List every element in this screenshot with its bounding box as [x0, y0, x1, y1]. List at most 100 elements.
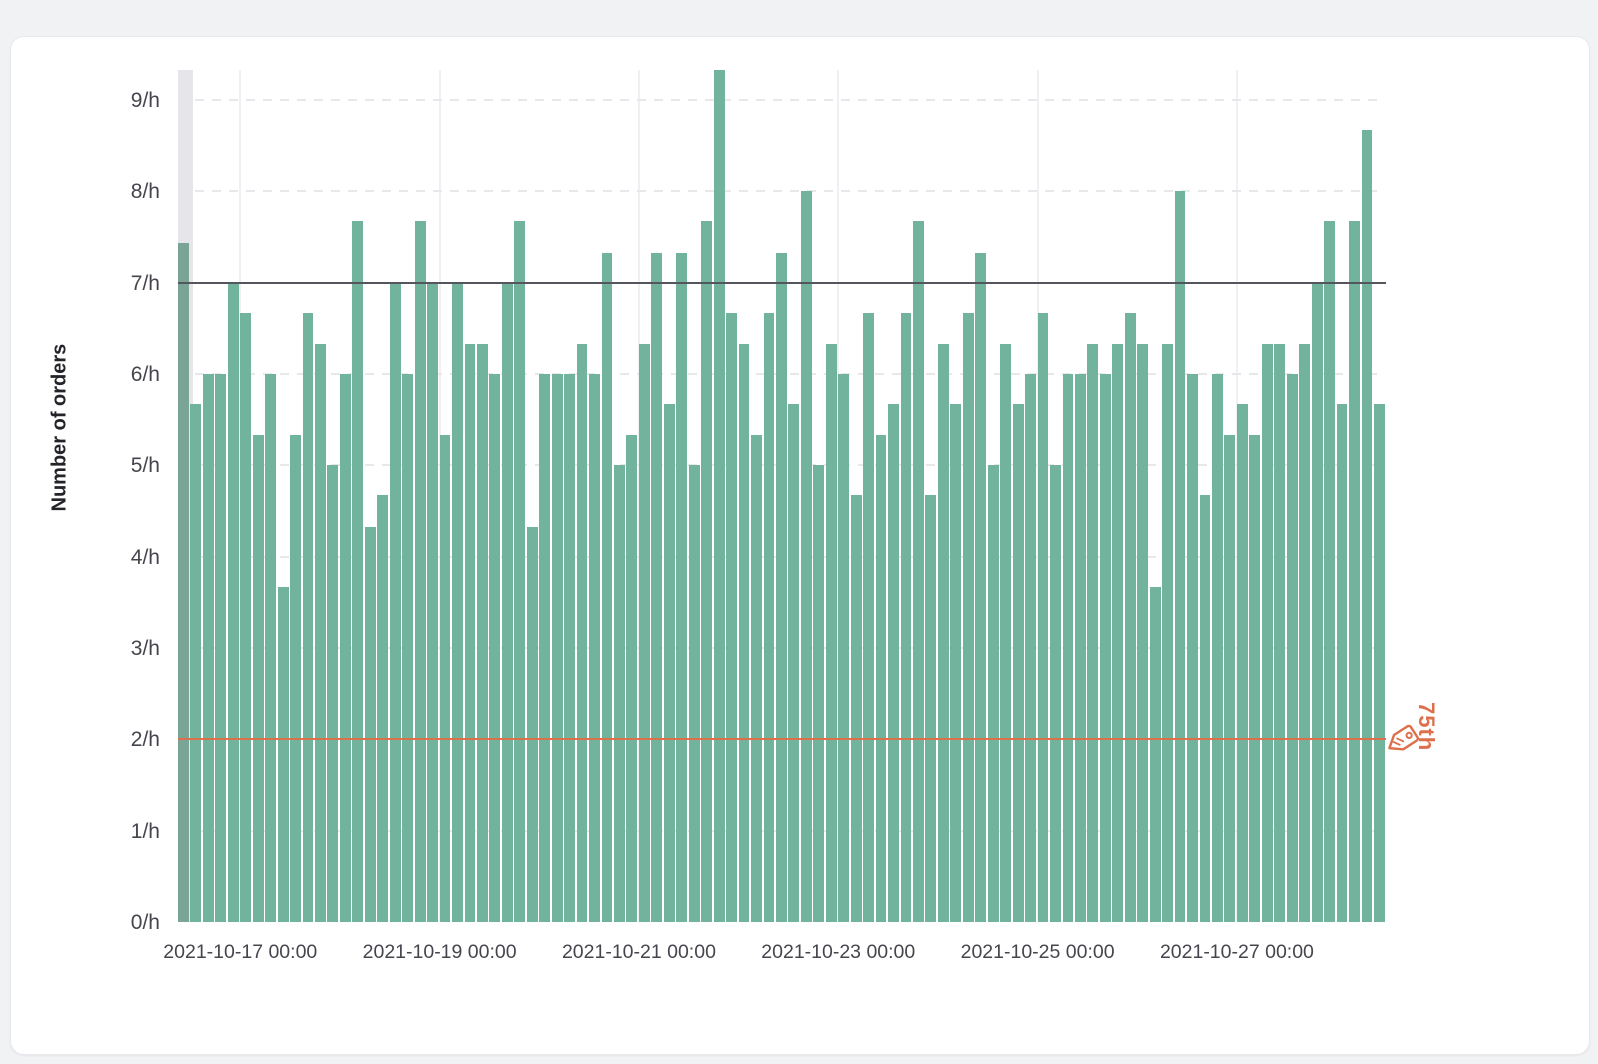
bar[interactable] [1000, 343, 1012, 922]
bar[interactable] [1336, 404, 1348, 922]
bar[interactable] [688, 465, 700, 922]
bar[interactable] [962, 312, 974, 922]
bar[interactable] [1050, 465, 1061, 922]
bar[interactable] [975, 252, 987, 922]
bar[interactable] [800, 191, 812, 922]
bar[interactable] [1249, 435, 1261, 922]
bar[interactable] [850, 495, 862, 922]
bar[interactable] [1087, 343, 1099, 922]
bar[interactable] [913, 221, 924, 922]
bar[interactable] [327, 465, 339, 922]
bar[interactable] [738, 343, 750, 922]
bar[interactable] [925, 495, 937, 922]
bar[interactable] [190, 404, 202, 922]
bar[interactable] [452, 282, 463, 922]
bar[interactable] [1311, 282, 1323, 922]
bar[interactable] [252, 435, 264, 922]
bar[interactable] [1137, 343, 1149, 922]
bar[interactable] [663, 404, 675, 922]
bar[interactable] [863, 312, 875, 922]
bar[interactable] [339, 374, 351, 922]
bar[interactable] [1373, 404, 1385, 922]
bar[interactable] [1012, 404, 1024, 922]
bar[interactable] [402, 374, 414, 922]
bar[interactable] [1236, 404, 1248, 922]
bar[interactable] [1361, 130, 1373, 922]
percentile-line [178, 738, 1387, 741]
bar[interactable] [1099, 374, 1111, 922]
bar[interactable] [464, 343, 476, 922]
bar[interactable] [838, 374, 850, 922]
bar[interactable] [389, 282, 401, 922]
bar[interactable] [1324, 221, 1335, 922]
bar[interactable] [277, 586, 289, 922]
bar[interactable] [489, 374, 501, 922]
bar-selected[interactable] [178, 243, 189, 922]
bar[interactable] [1074, 374, 1086, 922]
bar[interactable] [414, 221, 426, 922]
bar[interactable] [1274, 343, 1286, 922]
bar[interactable] [215, 374, 227, 922]
bar[interactable] [1261, 343, 1273, 922]
bar[interactable] [364, 526, 376, 922]
bar[interactable] [501, 282, 513, 922]
bar[interactable] [1187, 374, 1198, 922]
bar[interactable] [1349, 221, 1360, 922]
bar[interactable] [1224, 435, 1236, 922]
bar[interactable] [676, 252, 688, 922]
bar[interactable] [302, 312, 314, 922]
bar[interactable] [1174, 191, 1186, 922]
bar[interactable] [601, 252, 613, 922]
bar[interactable] [775, 252, 787, 922]
bar[interactable] [576, 343, 588, 922]
bar[interactable] [638, 343, 650, 922]
bar[interactable] [987, 465, 999, 922]
bar[interactable] [439, 435, 451, 922]
bar[interactable] [888, 404, 899, 922]
bar[interactable] [701, 221, 713, 922]
bar[interactable] [1037, 312, 1049, 922]
bar[interactable] [589, 374, 600, 922]
bar[interactable] [551, 374, 563, 922]
bar[interactable] [626, 435, 638, 922]
bar[interactable] [813, 465, 825, 922]
bar[interactable] [614, 465, 625, 922]
bar[interactable] [476, 343, 488, 922]
bar[interactable] [1149, 586, 1161, 922]
bar[interactable] [240, 312, 252, 922]
bar[interactable] [1112, 343, 1124, 922]
bar[interactable] [539, 374, 551, 922]
bar[interactable] [1162, 343, 1174, 922]
x-tick-label: 2021-10-23 00:00 [761, 941, 916, 963]
bar[interactable] [352, 221, 364, 922]
bar[interactable] [427, 282, 438, 922]
bar[interactable] [1124, 312, 1136, 922]
bar[interactable] [900, 312, 912, 922]
bar[interactable] [265, 374, 277, 922]
bar[interactable] [202, 374, 214, 922]
bar[interactable] [377, 495, 389, 922]
bar[interactable] [751, 435, 762, 922]
bar[interactable] [1025, 374, 1036, 922]
bar[interactable] [875, 435, 887, 922]
bar[interactable] [1199, 495, 1211, 922]
bar[interactable] [1212, 374, 1223, 922]
bar[interactable] [227, 282, 239, 922]
bar[interactable] [937, 343, 949, 922]
bar[interactable] [950, 404, 962, 922]
bar[interactable] [514, 221, 526, 922]
bar[interactable] [1299, 343, 1311, 922]
bar[interactable] [726, 312, 737, 922]
bar[interactable] [763, 312, 775, 922]
bar[interactable] [788, 404, 800, 922]
bar[interactable] [825, 343, 837, 922]
bar[interactable] [526, 526, 538, 922]
bar[interactable] [564, 374, 576, 922]
bar[interactable] [290, 435, 301, 922]
bar[interactable] [713, 69, 725, 922]
bar[interactable] [1286, 374, 1298, 922]
bar[interactable] [315, 343, 326, 922]
bar[interactable] [1062, 374, 1074, 922]
bar[interactable] [651, 252, 663, 922]
